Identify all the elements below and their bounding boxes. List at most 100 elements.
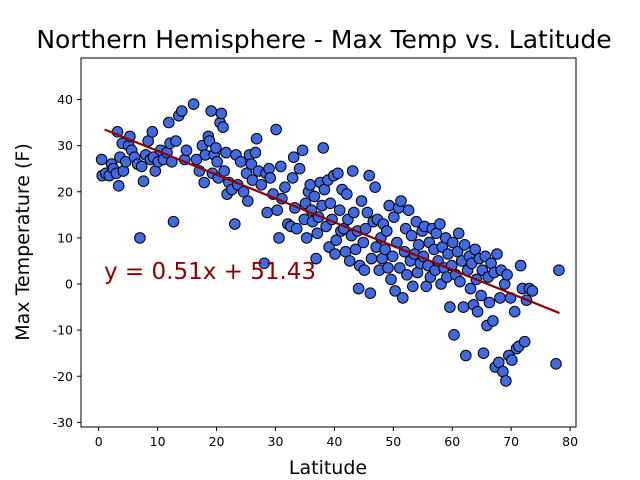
data-point [407, 280, 419, 293]
data-point [448, 329, 460, 341]
data-point [514, 259, 527, 272]
data-point [286, 172, 299, 184]
data-point [386, 250, 399, 263]
data-point [134, 232, 146, 244]
data-point [275, 160, 287, 173]
data-point [349, 243, 362, 256]
data-point [341, 188, 353, 200]
x-axis-ticks: 0 10 20 30 40 50 60 70 80 [95, 427, 578, 449]
data-point [163, 116, 175, 129]
data-point [255, 179, 268, 191]
data-point [95, 153, 108, 166]
data-point [217, 121, 229, 133]
data-point [317, 142, 330, 154]
data-point [293, 162, 306, 175]
data-point [365, 252, 378, 265]
points-layer [95, 98, 565, 387]
data-point [388, 211, 400, 223]
y-axis-ticks: -30 -20 -10 0 10 20 30 40 [53, 92, 81, 430]
x-tick-label: 40 [326, 434, 342, 449]
y-tick-label: 20 [57, 184, 73, 199]
data-point [358, 264, 371, 277]
data-point [229, 218, 241, 230]
data-point [383, 199, 396, 212]
data-point [146, 126, 159, 138]
data-point [210, 142, 222, 154]
data-point [135, 160, 148, 173]
data-point [311, 227, 324, 240]
data-point [198, 176, 210, 189]
data-point [444, 301, 456, 313]
data-point [447, 236, 459, 249]
data-point [364, 287, 377, 300]
data-point [357, 236, 370, 249]
data-point [271, 204, 284, 216]
y-tick-label: -20 [53, 369, 73, 384]
regression-equation: y = 0.51x + 51.43 [104, 259, 316, 285]
data-point [300, 232, 313, 244]
data-point [405, 229, 418, 242]
data-point [220, 146, 232, 159]
x-tick-label: 70 [503, 434, 519, 449]
data-point [264, 172, 277, 184]
data-point [343, 255, 356, 267]
regression-line [104, 128, 560, 315]
data-point [330, 234, 343, 246]
data-point [458, 239, 471, 251]
data-point [442, 248, 454, 260]
data-point [379, 243, 391, 256]
data-point [249, 146, 262, 159]
data-point [287, 151, 300, 163]
data-point [402, 204, 415, 216]
y-tick-label: 30 [57, 138, 73, 153]
data-point [187, 98, 200, 110]
chart-title: Northern Hemisphere - Max Temp vs. Latit… [36, 25, 611, 54]
data-point [211, 156, 223, 168]
data-point [412, 239, 425, 251]
data-point [346, 165, 359, 177]
data-point [361, 206, 374, 219]
x-tick-label: 80 [562, 434, 578, 449]
data-point [464, 282, 477, 295]
data-point [394, 262, 406, 274]
data-point [242, 195, 254, 207]
data-point [385, 273, 397, 286]
data-point [348, 206, 360, 219]
data-point [477, 347, 490, 360]
data-point [167, 215, 180, 228]
data-point [352, 282, 365, 295]
x-tick-label: 30 [268, 434, 284, 449]
x-tick-label: 0 [95, 434, 103, 449]
data-point [273, 232, 285, 244]
y-tick-label: 40 [57, 92, 73, 107]
data-point [491, 248, 503, 260]
data-point [454, 275, 466, 288]
data-point [215, 107, 228, 120]
x-tick-label: 50 [385, 434, 401, 449]
data-point [234, 156, 247, 168]
data-point [261, 206, 274, 219]
data-point [250, 132, 263, 145]
data-point [471, 305, 484, 318]
data-point [434, 218, 446, 230]
data-point [279, 181, 291, 193]
data-point [180, 144, 193, 157]
data-point [333, 204, 346, 216]
data-point [475, 289, 487, 302]
data-point [381, 225, 393, 237]
data-point [382, 262, 394, 274]
data-point [518, 335, 531, 348]
data-point [389, 285, 401, 297]
data-point [170, 135, 182, 147]
data-point [457, 301, 470, 313]
data-point [395, 195, 407, 207]
data-point [553, 264, 565, 277]
x-tick-label: 60 [444, 434, 460, 449]
data-point [310, 252, 322, 265]
data-point [176, 105, 188, 117]
data-point [369, 181, 381, 193]
data-point [329, 248, 341, 260]
data-point [483, 296, 496, 309]
y-tick-label: -10 [53, 323, 73, 338]
regression-layer [104, 128, 560, 315]
